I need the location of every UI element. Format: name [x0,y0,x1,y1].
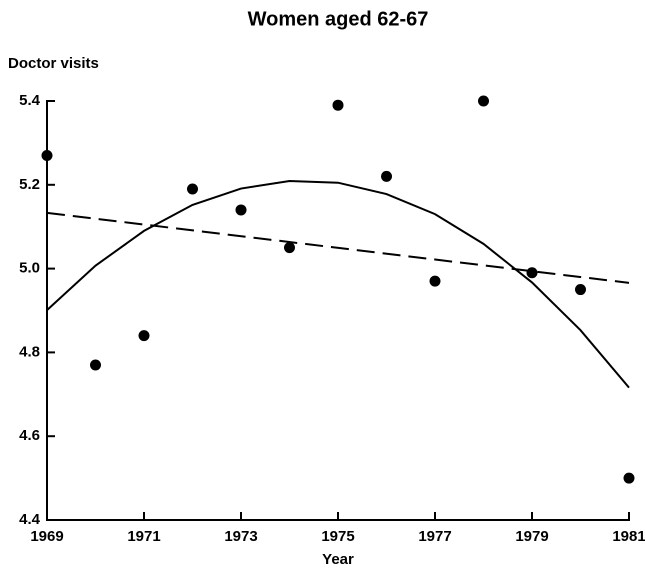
y-tick-label: 4.4 [19,511,41,528]
y-tick-label: 5.4 [19,92,41,109]
data-point [235,204,247,216]
data-point [284,242,295,254]
x-tick-label: 1975 [321,528,354,545]
x-tick-label: 1977 [418,528,451,545]
data-point [381,170,392,182]
y-tick-label: 5.2 [19,176,40,193]
data-point [90,359,101,371]
data-point [623,472,635,484]
chart-title: Women aged 62-67 [248,8,429,30]
x-tick-label: 1981 [612,528,645,545]
fit-curve [46,180,630,389]
y-axis-title: Doctor visits [8,55,99,72]
y-tick-label: 4.8 [19,343,40,360]
x-tick-label: 1969 [30,528,63,545]
data-point [575,284,586,296]
trend-line [46,211,630,284]
x-tick-label: 1973 [224,528,257,545]
data-point [526,267,538,279]
data-point [332,99,344,111]
data-point [138,330,150,342]
data-point [478,95,489,107]
x-tick-label: 1971 [127,528,160,545]
y-tick-label: 4.6 [19,427,40,444]
data-point [429,275,441,287]
x-tick-label: 1979 [515,528,548,545]
data-point [41,149,53,161]
x-axis-title: Year [322,551,354,568]
data-point [187,183,198,195]
y-tick-label: 5.0 [19,260,40,277]
